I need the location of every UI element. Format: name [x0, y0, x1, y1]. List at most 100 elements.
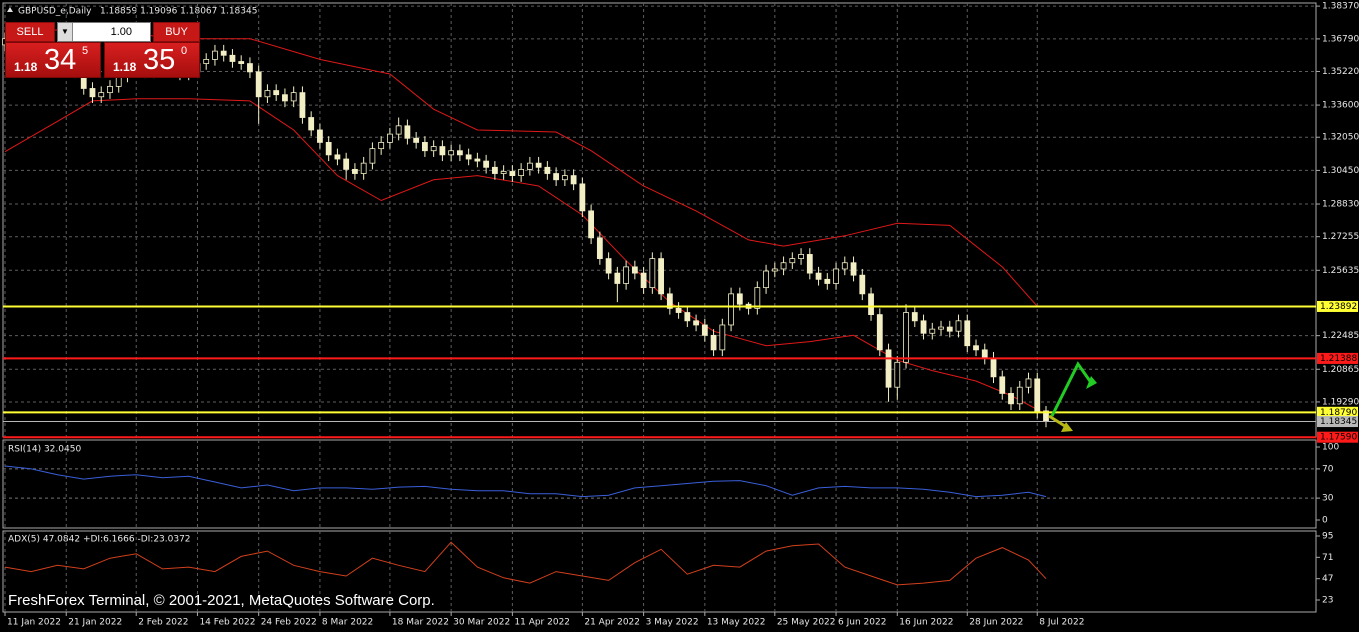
- collapse-icon[interactable]: [7, 7, 13, 12]
- ohlc-text: 1.18859 1.19096 1.18067 1.18345: [100, 7, 257, 17]
- candle-body: [920, 320, 927, 334]
- ask-quote[interactable]: 1.18 35 0: [104, 42, 200, 78]
- lot-input[interactable]: ▼ 1.00: [57, 22, 151, 42]
- candle-body: [255, 71, 262, 98]
- candle-body: [719, 324, 726, 351]
- x-tick-label: 8 Mar 2022: [322, 618, 373, 628]
- candle-body: [946, 326, 953, 332]
- candle-body: [1016, 386, 1023, 405]
- candle-body: [885, 349, 892, 388]
- candle-body: [107, 85, 113, 94]
- candle-body: [710, 334, 717, 351]
- candle-body: [780, 262, 787, 270]
- price-level-label: 1.21388: [1320, 354, 1357, 364]
- candle-body: [631, 266, 638, 274]
- candle-body: [465, 154, 472, 160]
- y-tick-label: 30: [1322, 494, 1334, 504]
- candle-body: [238, 61, 245, 64]
- candle-body: [553, 173, 560, 181]
- candle-body: [596, 237, 603, 259]
- x-tick-label: 3 May 2022: [646, 618, 699, 628]
- candle-body: [334, 154, 341, 160]
- y-tick-label: 70: [1322, 464, 1334, 474]
- candle-body: [1025, 378, 1032, 388]
- candle-body: [500, 171, 507, 174]
- candle-body: [570, 175, 577, 185]
- candle-body: [212, 50, 218, 60]
- rsi-pane: [2, 439, 1317, 529]
- candle-body: [456, 150, 463, 156]
- candle-body: [395, 125, 402, 135]
- x-tick-label: 11 Apr 2022: [514, 618, 570, 628]
- candle-body: [264, 90, 271, 98]
- candle-body: [273, 90, 280, 96]
- indicator-line: [4, 541, 1047, 586]
- ask-big: 1.18: [113, 60, 137, 74]
- bid-sup: 5: [82, 45, 89, 57]
- candle-body: [868, 293, 874, 316]
- lot-dropdown[interactable]: ▼: [58, 23, 73, 41]
- candle-body: [491, 166, 498, 174]
- candle-body: [588, 210, 595, 239]
- price-level-box: [1317, 416, 1358, 428]
- candle-body: [833, 268, 839, 284]
- trade-panel: SELL ▼ 1.00 BUY 1.18 34 5 1.18 35 0: [5, 20, 200, 78]
- candle-body: [220, 50, 227, 56]
- candle-body: [666, 293, 673, 309]
- buy-button[interactable]: BUY: [153, 22, 200, 42]
- candle-body: [483, 160, 490, 168]
- x-tick-label: 6 Jun 2022: [838, 618, 886, 628]
- arrow-up: [1050, 361, 1094, 417]
- y-tick-label: 1.38370: [1322, 2, 1359, 12]
- lot-value: 1.00: [110, 26, 132, 38]
- candle-body: [728, 293, 734, 326]
- candle-body: [841, 262, 848, 270]
- ask-sup: 0: [181, 45, 188, 57]
- candle-body: [736, 293, 743, 305]
- y-tick-label: 23: [1322, 596, 1333, 606]
- candle-body: [579, 183, 586, 212]
- adx-pane: [2, 530, 1317, 613]
- candle-body: [282, 94, 288, 102]
- candle-body: [203, 59, 210, 64]
- candle-body: [247, 63, 253, 73]
- arrow-head: [1086, 376, 1097, 389]
- x-tick-label: 21 Jan 2022: [68, 618, 122, 628]
- price-level-box: [1317, 352, 1358, 364]
- candle-body: [229, 54, 236, 62]
- candle-body: [605, 258, 612, 274]
- x-tick-label: 14 Feb 2022: [199, 618, 255, 628]
- candle-body: [299, 92, 306, 118]
- ask-main: 35: [143, 44, 176, 76]
- candle-body: [518, 168, 525, 177]
- sell-button[interactable]: SELL: [5, 22, 55, 42]
- candle-body: [1008, 393, 1014, 405]
- candle-body: [911, 312, 918, 322]
- price-level-box: [1317, 431, 1358, 443]
- candle-body: [990, 357, 997, 378]
- candle-body: [369, 148, 376, 164]
- adx-title: ADX(5) 47.0842 +DI:6.1666 -DI:23.0372: [8, 535, 191, 545]
- candle-body: [509, 171, 516, 177]
- candle-body: [421, 142, 428, 152]
- candle-body: [561, 175, 568, 181]
- candle-body: [360, 162, 367, 174]
- bid-big: 1.18: [14, 60, 38, 74]
- y-tick-label: 1.36790: [1322, 34, 1359, 44]
- candle-body: [675, 307, 682, 313]
- y-tick-label: 1.30450: [1322, 166, 1359, 176]
- candle-body: [658, 258, 664, 295]
- price-level-box: [1317, 300, 1358, 312]
- y-tick-label: 95: [1322, 532, 1333, 542]
- candle-body: [614, 272, 621, 284]
- candle-body: [404, 125, 411, 139]
- candle-body: [649, 258, 656, 289]
- candle-body: [439, 146, 446, 156]
- bid-quote[interactable]: 1.18 34 5: [5, 42, 101, 78]
- y-tick-label: 1.27255: [1322, 232, 1359, 242]
- y-tick-label: 1.20865: [1322, 365, 1359, 375]
- y-tick-label: 1.28830: [1322, 200, 1359, 210]
- indicator-line: [4, 465, 1047, 498]
